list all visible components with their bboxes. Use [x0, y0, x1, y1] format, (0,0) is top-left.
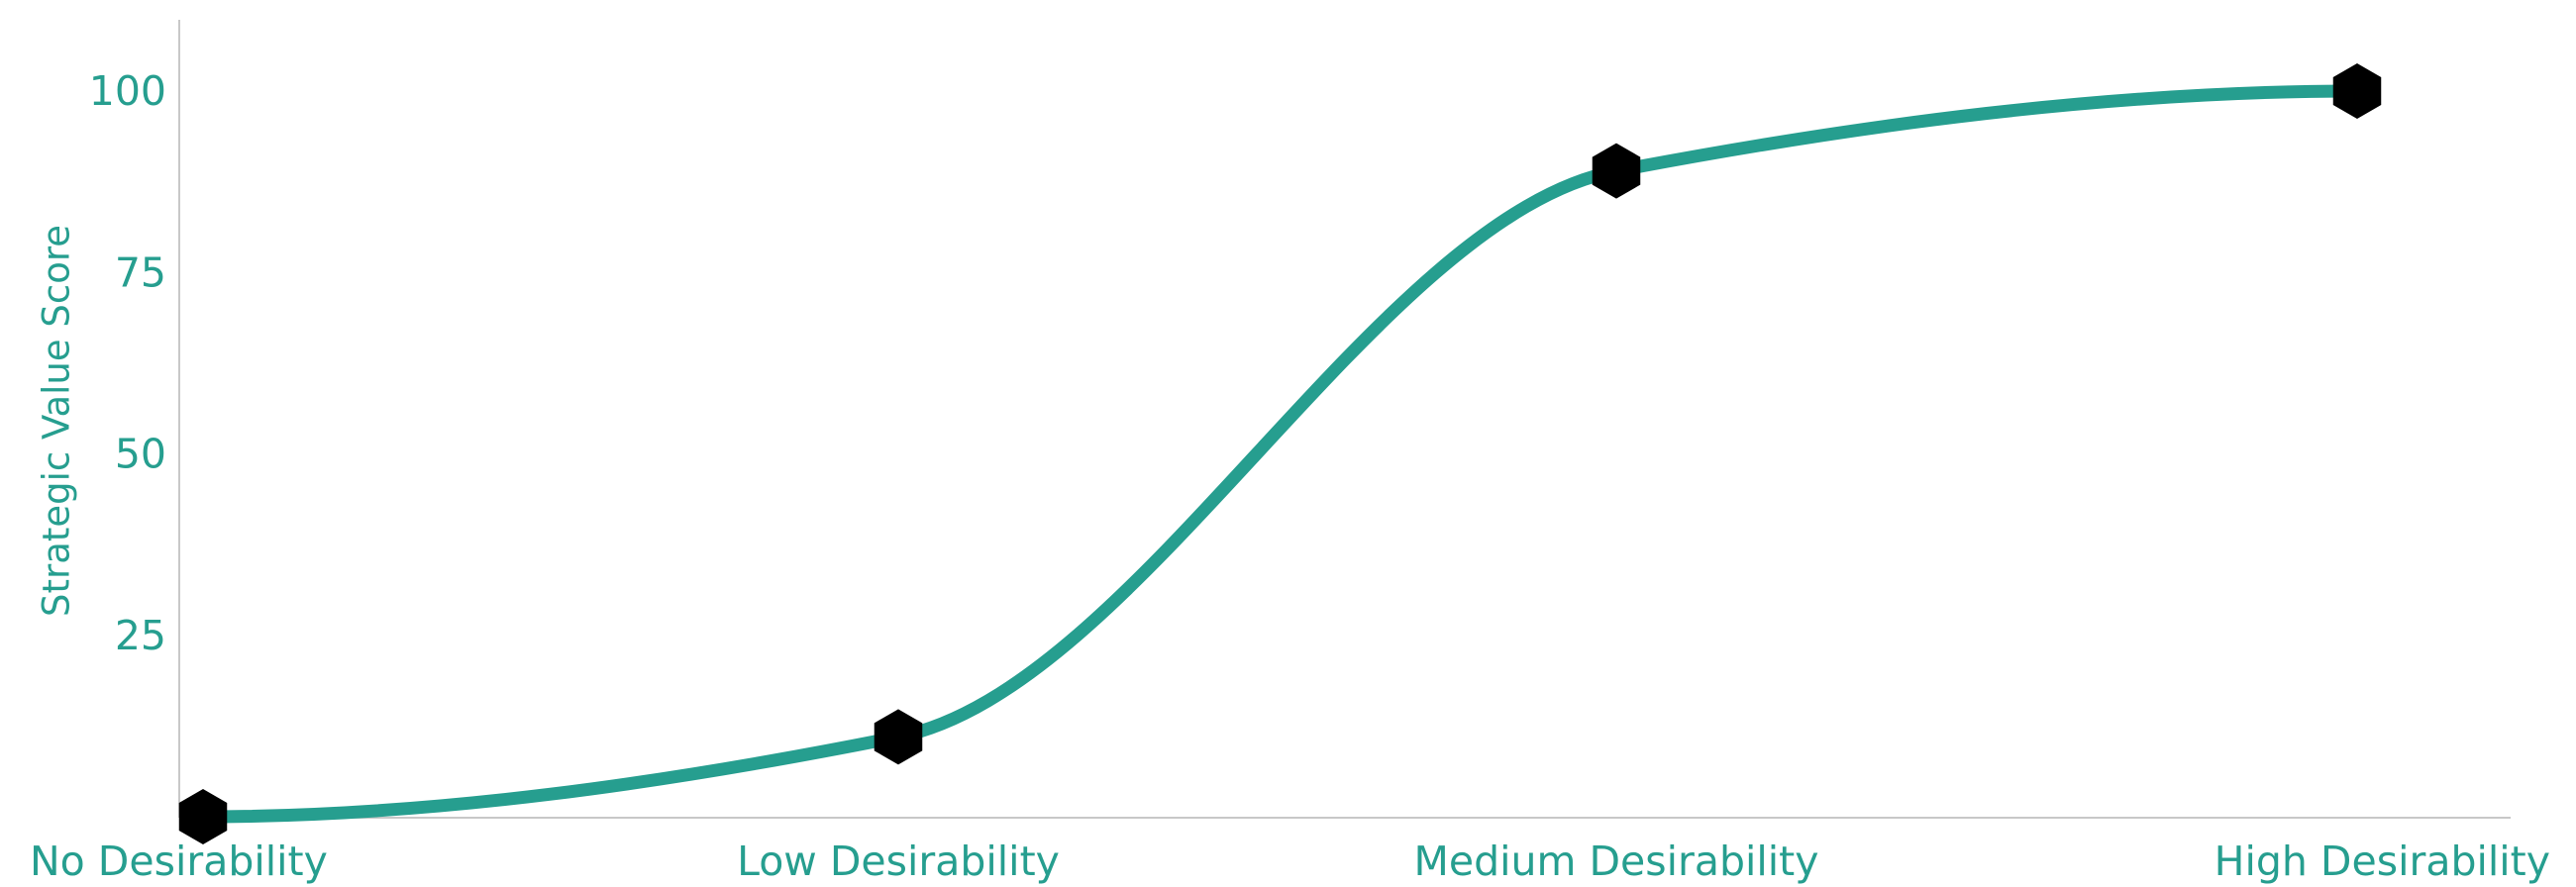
series-line — [196, 84, 2364, 824]
data-point-marker — [874, 709, 923, 765]
data-point-marker — [178, 789, 228, 844]
y-tick-label: 100 — [89, 67, 166, 115]
data-point-marker — [1592, 143, 1641, 199]
series-layer — [196, 84, 2364, 824]
y-tick-label: 75 — [115, 248, 166, 296]
x-tick-label: Medium Desirability — [1413, 838, 1818, 885]
data-markers — [178, 63, 2382, 844]
axes — [178, 20, 2511, 819]
x-tick-labels: No Desirability Low Desirability Medium De… — [30, 838, 2550, 885]
y-axis-title: Strategic Value Score — [36, 225, 78, 617]
data-point-marker — [2332, 63, 2382, 119]
y-tick-label: 25 — [115, 612, 166, 659]
y-tick-label: 50 — [115, 431, 166, 478]
y-tick-labels: 25 50 75 100 — [89, 67, 166, 659]
x-tick-label: Low Desirability — [737, 838, 1060, 885]
x-tick-label: High Desirability — [2215, 838, 2550, 885]
x-tick-label: No Desirability — [30, 838, 328, 885]
